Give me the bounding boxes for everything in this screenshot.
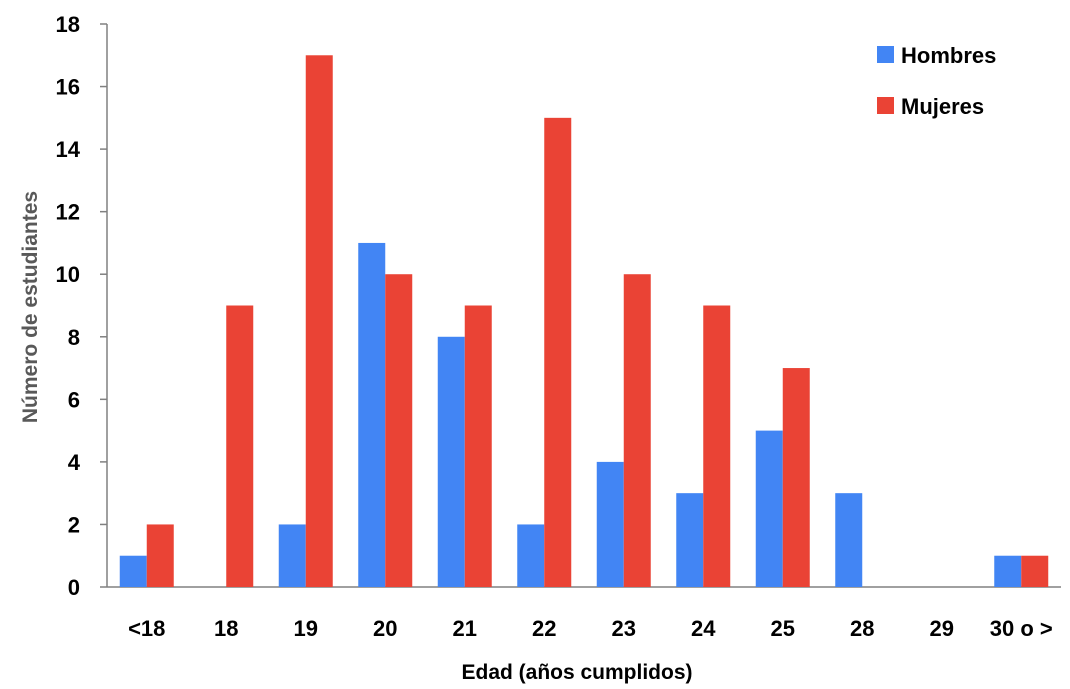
y-axis: 0 2 4 6 8 10 12 14 16 18 — [56, 12, 108, 600]
bar-hombres — [517, 524, 545, 587]
x-tick-label: 18 — [214, 616, 238, 641]
bar-hombres — [994, 555, 1022, 587]
y-tick-label: 18 — [56, 12, 80, 37]
bar-mujeres — [623, 274, 651, 587]
x-axis: <18 18 19 20 21 22 23 24 25 28 29 30 o > — [107, 586, 1061, 641]
bar-hombres — [755, 430, 783, 587]
x-tick-label: 23 — [612, 616, 636, 641]
bar-mujeres — [305, 55, 333, 588]
bar-hombres — [119, 555, 147, 587]
y-tick-label: 2 — [68, 512, 80, 537]
bar-mujeres — [464, 305, 492, 587]
x-tick-label: 22 — [532, 616, 556, 641]
y-tick-label: 10 — [56, 262, 80, 287]
y-tick-label: 6 — [68, 387, 80, 412]
x-tick-label: 24 — [691, 616, 716, 641]
y-tick-label: 14 — [56, 137, 81, 162]
x-tick-label: 30 o > — [990, 616, 1053, 641]
bar-hombres — [358, 242, 386, 587]
legend: Hombres Mujeres — [877, 43, 996, 119]
legend-label-mujeres: Mujeres — [901, 94, 984, 119]
bar-hombres — [596, 461, 624, 587]
bar-hombres — [278, 524, 306, 587]
bar-mujeres — [703, 305, 731, 587]
bar-mujeres — [1021, 555, 1049, 587]
y-tick-label: 16 — [56, 75, 80, 100]
legend-swatch-hombres — [877, 46, 894, 63]
legend-swatch-mujeres — [877, 97, 894, 114]
x-tick-label: 21 — [453, 616, 477, 641]
bar-hombres — [676, 493, 704, 587]
bar-mujeres — [544, 117, 572, 587]
y-axis-title: Número de estudiantes — [19, 191, 42, 423]
x-tick-label: 25 — [771, 616, 795, 641]
bar-mujeres — [385, 274, 413, 587]
x-tick-label: 20 — [373, 616, 397, 641]
bar-mujeres — [782, 368, 810, 587]
x-axis-title: Edad (años cumplidos) — [461, 661, 692, 684]
x-tick-label: 19 — [294, 616, 318, 641]
bar-mujeres — [146, 524, 174, 587]
y-tick-label: 8 — [68, 325, 80, 350]
y-tick-label: 12 — [56, 200, 80, 225]
x-tick-label: 29 — [930, 616, 954, 641]
bar-hombres — [835, 493, 863, 587]
x-tick-label: <18 — [128, 616, 165, 641]
legend-label-hombres: Hombres — [901, 43, 996, 68]
y-tick-label: 4 — [68, 450, 81, 475]
bar-mujeres — [226, 305, 254, 587]
x-tick-label: 28 — [850, 616, 874, 641]
bar-hombres — [437, 336, 465, 587]
y-tick-label: 0 — [68, 575, 80, 600]
bars — [119, 55, 1049, 588]
